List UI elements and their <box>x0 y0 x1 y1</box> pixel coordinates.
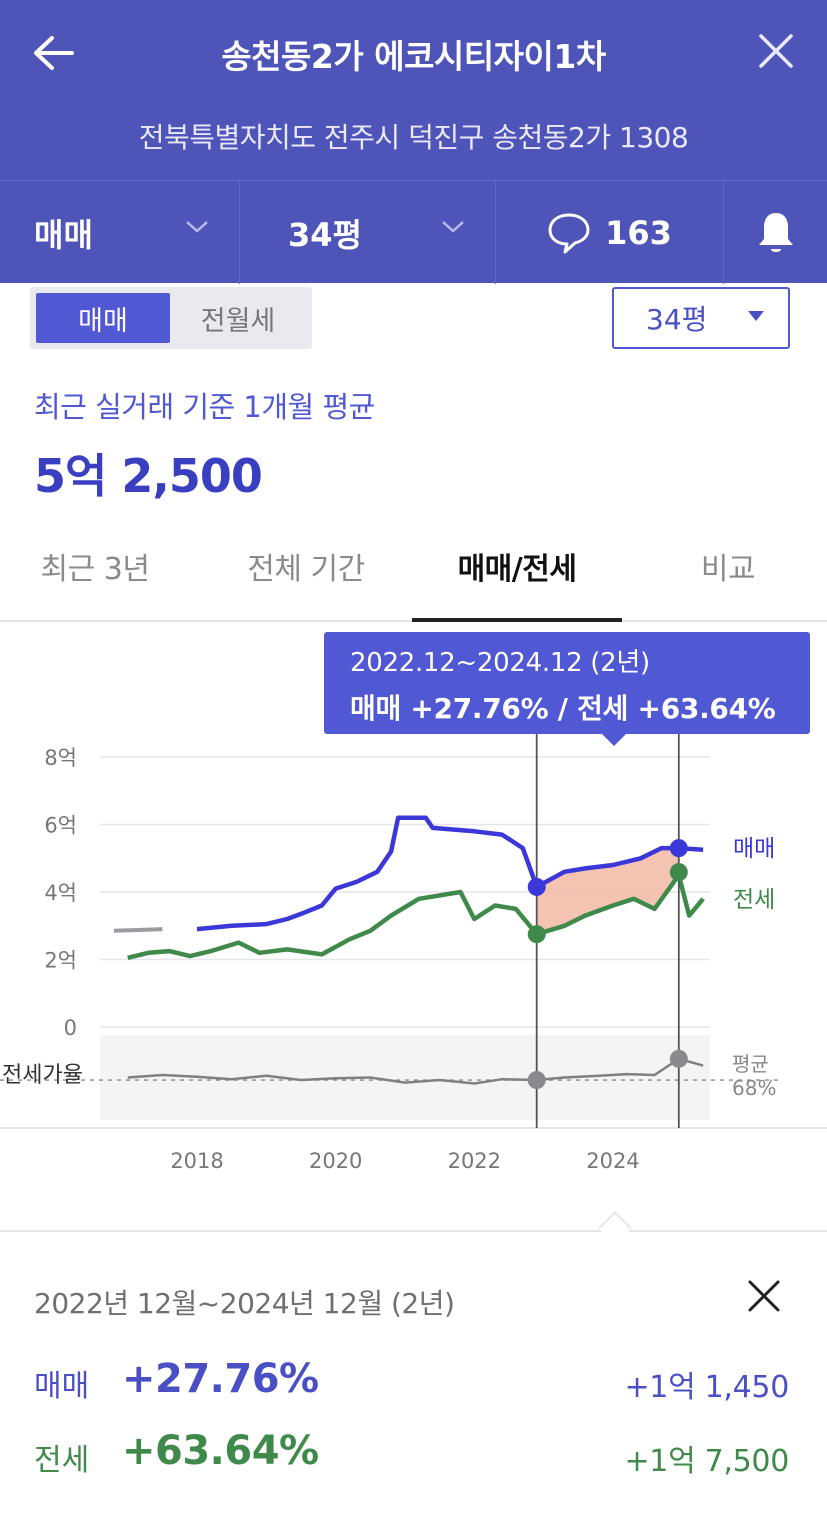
size-select[interactable]: 34평 <box>240 181 496 284</box>
y-tick-label: 0 <box>64 1016 77 1040</box>
jeonse-row-amount: +1억 7,500 <box>624 1444 789 1479</box>
x-tick-label: 2020 <box>309 1149 362 1173</box>
size-dropdown-label: 34평 <box>646 303 708 336</box>
average-price: 5억 2,500 <box>34 449 263 503</box>
ratio-label: 전세가율 <box>2 1063 83 1088</box>
tab-recent-3y[interactable]: 최근 3년 <box>40 552 150 587</box>
selector-row: 매매 34평 163 <box>0 180 827 284</box>
address-text: 전북특별자치도 전주시 덕진구 송천동2가 1308 <box>138 121 689 154</box>
back-button[interactable] <box>28 30 78 76</box>
ratio-marker <box>669 1049 688 1068</box>
sale-series-label: 매매 <box>733 836 775 862</box>
tab-sale-jeonse[interactable]: 매매/전세 <box>457 552 577 587</box>
sale-row-amount: +1억 1,450 <box>624 1370 789 1405</box>
average-caption: 최근 실거래 기준 1개월 평균 <box>34 390 375 424</box>
jeonse-marker <box>527 925 546 944</box>
comment-count: 163 <box>605 213 672 252</box>
range-tooltip: 2022.12~2024.12 (2년) 매매 +27.76% / 전세 +63… <box>324 632 810 734</box>
ratio-panel <box>0 1035 780 1120</box>
sale-marker <box>669 839 688 858</box>
chevron-down-icon <box>442 221 464 233</box>
selection-markers <box>527 734 688 1128</box>
close-icon <box>759 34 793 68</box>
period-tabs: 최근 3년 전체 기간 매매/전세 비교 <box>0 520 827 622</box>
y-tick-label: 2억 <box>44 949 77 973</box>
chevron-down-icon <box>186 221 208 233</box>
jeonse-series-label: 전세 <box>733 887 775 913</box>
app-header: 송천동2가 에코시티자이1차 전북특별자치도 전주시 덕진구 송천동2가 130… <box>0 0 827 284</box>
comments-button[interactable]: 163 <box>496 181 724 284</box>
toggle-rent[interactable]: 전월세 <box>200 305 276 337</box>
y-tick-label: 6억 <box>44 814 77 838</box>
range-summary-panel <box>0 1230 827 1519</box>
highlight-fill <box>536 848 679 935</box>
jeonse-row-percent: +63.64% <box>122 1428 319 1474</box>
close-button[interactable] <box>753 28 799 74</box>
panel-range-text: 2022년 12월~2024년 12월 (2년) <box>34 1287 455 1320</box>
series-jeonse-line <box>127 872 705 960</box>
toggle-sale[interactable]: 매매 <box>36 293 170 343</box>
sale-row-percent: +27.76% <box>122 1356 319 1402</box>
x-tick-label: 2022 <box>448 1149 501 1173</box>
x-tick-label: 2024 <box>586 1149 639 1173</box>
jeonse-row-label: 전세 <box>34 1443 90 1478</box>
x-tick-label: 2018 <box>170 1149 223 1173</box>
jeonse-marker <box>669 863 688 882</box>
y-tick-label: 4억 <box>44 881 77 905</box>
trade-type-select[interactable]: 매매 <box>0 181 240 284</box>
sale-marker <box>527 877 546 896</box>
trade-toggle: 매매 전월세 <box>30 287 312 349</box>
series-ratio-line <box>127 1057 704 1085</box>
tab-underline <box>412 618 622 622</box>
series-sale-line <box>196 815 704 932</box>
sale-row-label: 매매 <box>34 1369 90 1404</box>
tooltip-arrow <box>601 733 627 746</box>
page-title: 송천동2가 에코시티자이1차 <box>221 37 606 76</box>
series-sale-early-line <box>113 927 163 933</box>
tab-compare[interactable]: 비교 <box>700 552 756 587</box>
size-label: 34평 <box>288 215 362 254</box>
highlight-range <box>536 848 679 935</box>
series-lines <box>113 815 705 1085</box>
caret-down-icon <box>748 311 764 321</box>
ratio-marker <box>527 1071 546 1090</box>
speech-bubble-icon <box>548 213 590 253</box>
tooltip-change: 매매 +27.76% / 전세 +63.64% <box>350 692 776 725</box>
ratio-average-label: 평균 <box>732 1052 769 1076</box>
size-dropdown[interactable]: 34평 <box>612 287 790 349</box>
panel-close-button[interactable] <box>742 1274 786 1318</box>
ratio-percent-label: 68% <box>732 1076 776 1100</box>
y-tick-label: 8억 <box>44 746 77 770</box>
trade-type-label: 매매 <box>34 215 93 254</box>
tooltip-range: 2022.12~2024.12 (2년) <box>350 648 650 678</box>
close-icon <box>748 1280 780 1312</box>
notification-button[interactable] <box>724 181 827 284</box>
tab-all-period[interactable]: 전체 기간 <box>247 552 365 587</box>
arrow-left-icon <box>34 36 74 70</box>
bell-icon <box>758 212 793 252</box>
